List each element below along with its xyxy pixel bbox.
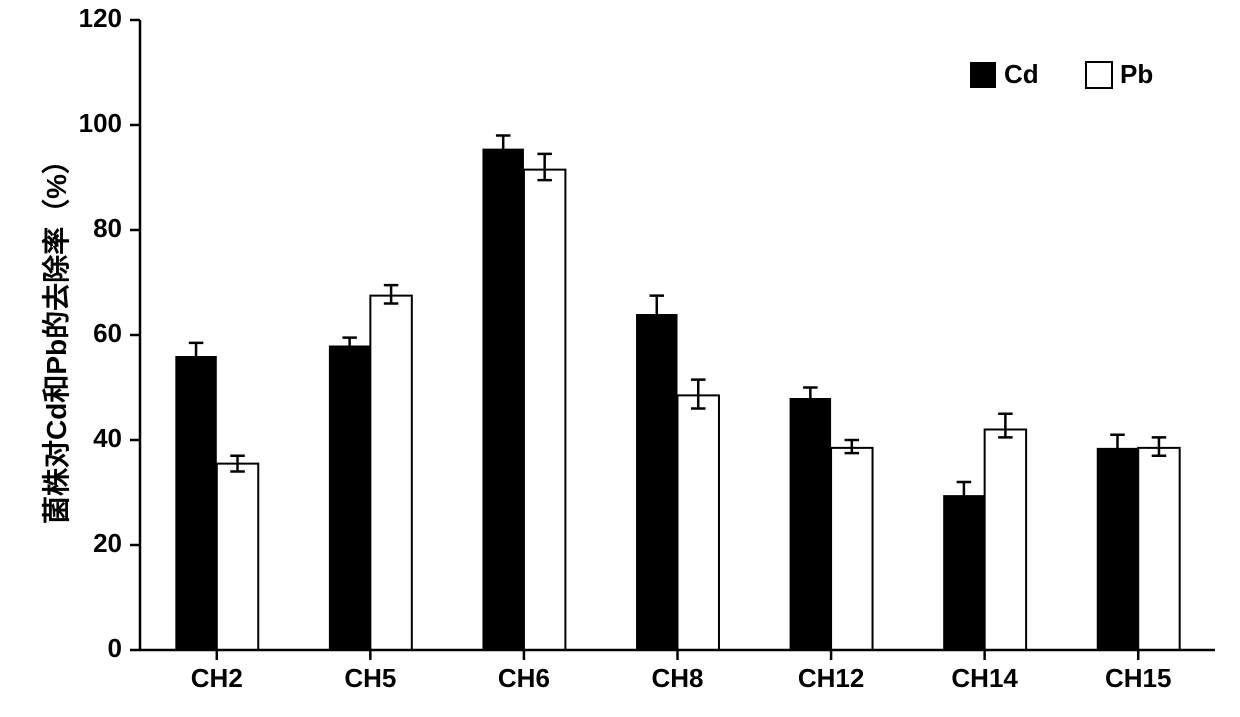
bar-Cd: [175, 356, 216, 650]
x-tick-label: CH8: [651, 663, 703, 693]
bar-Cd: [636, 314, 677, 650]
bar-Pb: [524, 170, 565, 650]
legend-label-Cd: Cd: [1004, 59, 1039, 89]
x-tick-label: CH14: [951, 663, 1018, 693]
y-tick-label: 40: [93, 423, 122, 453]
x-tick-label: CH12: [798, 663, 864, 693]
x-tick-label: CH15: [1105, 663, 1171, 693]
bar-Cd: [790, 398, 831, 650]
x-tick-label: CH2: [191, 663, 243, 693]
bar-Pb: [370, 296, 411, 650]
y-tick-label: 0: [108, 633, 122, 663]
y-tick-label: 20: [93, 528, 122, 558]
bar-Pb: [217, 464, 258, 650]
bar-Cd: [329, 346, 370, 651]
bar-chart: 0 20 40 60 80 100 120 CH2 CH5 CH6 CH8 CH12 CH14 CH15 菌…: [0, 0, 1240, 717]
y-tick-label: 100: [79, 108, 122, 138]
legend-swatch-Cd: [970, 62, 996, 88]
bar-Cd: [943, 495, 984, 650]
legend-label-Pb: Pb: [1120, 59, 1153, 89]
x-tick-label: CH5: [344, 663, 396, 693]
chart-container: 0 20 40 60 80 100 120 CH2 CH5 CH6 CH8 CH12 CH14 CH15 菌…: [0, 0, 1240, 717]
y-axis-label: 菌株对Cd和Pb的去除率（%）: [40, 146, 72, 524]
bar-Pb: [1138, 448, 1179, 650]
bar-Pb: [831, 448, 872, 650]
legend-swatch-Pb: [1086, 62, 1112, 88]
bar-Cd: [482, 149, 523, 650]
y-tick-label: 60: [93, 318, 122, 348]
y-tick-label: 120: [79, 3, 122, 33]
bar-Pb: [678, 395, 719, 650]
bar-Cd: [1097, 448, 1138, 650]
y-tick-label: 80: [93, 213, 122, 243]
x-tick-label: CH6: [498, 663, 550, 693]
bar-Pb: [985, 430, 1026, 651]
